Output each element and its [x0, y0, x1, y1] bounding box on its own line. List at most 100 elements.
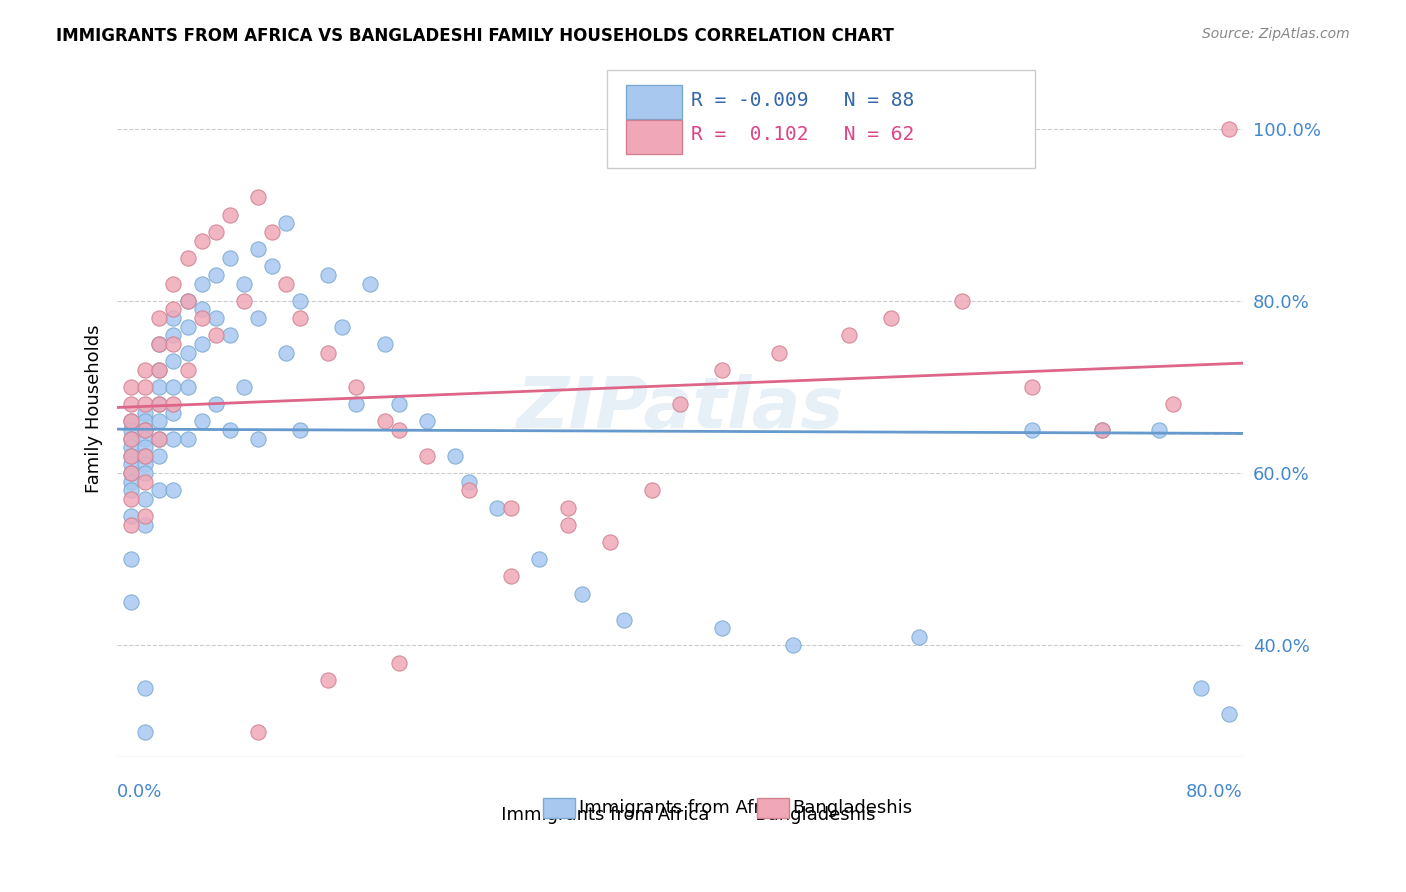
Immigrants from Africa: [246, 311, 269, 326]
Immigrants from Africa: [162, 380, 184, 394]
Immigrants from Africa: [416, 414, 439, 428]
Immigrants from Africa: [120, 466, 142, 480]
Bangladeshis: [148, 311, 170, 326]
Immigrants from Africa: [162, 354, 184, 368]
Bangladeshis: [120, 397, 142, 411]
Immigrants from Africa: [232, 277, 254, 291]
Y-axis label: Family Households: Family Households: [86, 325, 103, 492]
Immigrants from Africa: [571, 587, 593, 601]
Immigrants from Africa: [148, 380, 170, 394]
Immigrants from Africa: [120, 458, 142, 472]
Immigrants from Africa: [162, 406, 184, 420]
Bangladeshis: [641, 483, 664, 498]
Bangladeshis: [176, 251, 198, 265]
Bangladeshis: [190, 234, 212, 248]
Immigrants from Africa: [134, 440, 156, 454]
Bangladeshis: [458, 483, 481, 498]
Immigrants from Africa: [486, 500, 509, 515]
Text: 0.0%: 0.0%: [117, 783, 163, 801]
Bangladeshis: [274, 277, 297, 291]
Bangladeshis: [120, 466, 142, 480]
Bangladeshis: [232, 293, 254, 308]
Immigrants from Africa: [176, 380, 198, 394]
Bangladeshis: [204, 225, 226, 239]
Bangladeshis: [176, 293, 198, 308]
Bangladeshis: [120, 380, 142, 394]
FancyBboxPatch shape: [626, 86, 682, 119]
Immigrants from Africa: [444, 449, 467, 463]
Bangladeshis: [344, 380, 367, 394]
Immigrants from Africa: [613, 613, 636, 627]
Immigrants from Africa: [134, 491, 156, 506]
Immigrants from Africa: [232, 380, 254, 394]
Text: Immigrants from Africa        Bangladeshis: Immigrants from Africa Bangladeshis: [484, 806, 876, 824]
Immigrants from Africa: [120, 595, 142, 609]
Bangladeshis: [246, 724, 269, 739]
FancyBboxPatch shape: [543, 797, 575, 818]
Text: Source: ZipAtlas.com: Source: ZipAtlas.com: [1202, 27, 1350, 41]
Immigrants from Africa: [148, 362, 170, 376]
Immigrants from Africa: [134, 414, 156, 428]
Text: ZIPatlas: ZIPatlas: [516, 374, 844, 443]
Immigrants from Africa: [148, 414, 170, 428]
FancyBboxPatch shape: [626, 120, 682, 153]
Immigrants from Africa: [246, 242, 269, 256]
Immigrants from Africa: [120, 414, 142, 428]
Immigrants from Africa: [134, 724, 156, 739]
Bangladeshis: [316, 673, 339, 687]
Text: R =  0.102   N = 62: R = 0.102 N = 62: [692, 126, 914, 145]
Bangladeshis: [162, 337, 184, 351]
Immigrants from Africa: [134, 466, 156, 480]
Bangladeshis: [204, 328, 226, 343]
Immigrants from Africa: [120, 483, 142, 498]
Bangladeshis: [501, 569, 523, 583]
Immigrants from Africa: [458, 475, 481, 489]
Bangladeshis: [120, 517, 142, 532]
Immigrants from Africa: [711, 621, 734, 635]
Bangladeshis: [557, 517, 579, 532]
Immigrants from Africa: [204, 311, 226, 326]
Bangladeshis: [134, 362, 156, 376]
Immigrants from Africa: [176, 432, 198, 446]
Immigrants from Africa: [316, 268, 339, 282]
Immigrants from Africa: [204, 397, 226, 411]
Immigrants from Africa: [218, 251, 240, 265]
Immigrants from Africa: [134, 517, 156, 532]
Immigrants from Africa: [246, 432, 269, 446]
Bangladeshis: [120, 449, 142, 463]
Bangladeshis: [557, 500, 579, 515]
Bangladeshis: [134, 380, 156, 394]
Bangladeshis: [768, 345, 790, 359]
Text: Immigrants from Africa: Immigrants from Africa: [579, 799, 787, 817]
Bangladeshis: [246, 190, 269, 204]
Bangladeshis: [120, 432, 142, 446]
Immigrants from Africa: [120, 432, 142, 446]
Immigrants from Africa: [134, 432, 156, 446]
Bangladeshis: [388, 656, 411, 670]
Bangladeshis: [134, 475, 156, 489]
Immigrants from Africa: [782, 639, 804, 653]
Bangladeshis: [374, 414, 396, 428]
Bangladeshis: [218, 208, 240, 222]
Immigrants from Africa: [162, 432, 184, 446]
Immigrants from Africa: [134, 458, 156, 472]
Bangladeshis: [288, 311, 311, 326]
Immigrants from Africa: [908, 630, 931, 644]
Immigrants from Africa: [134, 449, 156, 463]
Immigrants from Africa: [288, 423, 311, 437]
Immigrants from Africa: [190, 414, 212, 428]
Bangladeshis: [388, 423, 411, 437]
Bangladeshis: [416, 449, 439, 463]
Bangladeshis: [1218, 121, 1240, 136]
Immigrants from Africa: [274, 345, 297, 359]
Bangladeshis: [134, 423, 156, 437]
Text: IMMIGRANTS FROM AFRICA VS BANGLADESHI FAMILY HOUSEHOLDS CORRELATION CHART: IMMIGRANTS FROM AFRICA VS BANGLADESHI FA…: [56, 27, 894, 45]
Immigrants from Africa: [120, 552, 142, 566]
Immigrants from Africa: [529, 552, 551, 566]
Bangladeshis: [120, 414, 142, 428]
Immigrants from Africa: [176, 345, 198, 359]
Immigrants from Africa: [134, 406, 156, 420]
Immigrants from Africa: [190, 302, 212, 317]
Text: R = -0.009   N = 88: R = -0.009 N = 88: [692, 91, 914, 110]
Immigrants from Africa: [134, 423, 156, 437]
